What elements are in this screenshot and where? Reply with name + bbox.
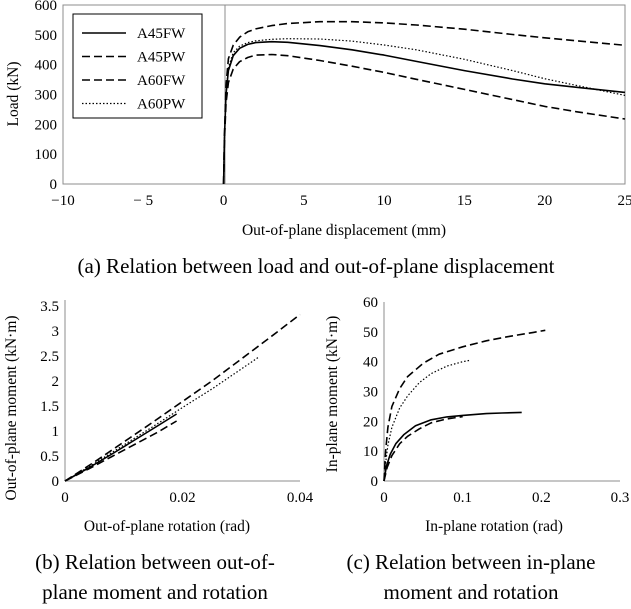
chart-b-series-a60fw <box>64 420 178 482</box>
chart-a-x-tick-label: 10 <box>377 193 392 209</box>
chart-a-x-label: Out-of-plane displacement (mm) <box>242 222 446 239</box>
chart-c-caption-line-2: moment and rotation <box>384 580 559 604</box>
chart-a-y-tick-label: 100 <box>35 147 58 163</box>
chart-b-series-a45fw <box>64 413 178 482</box>
legend-label-a45fw: A45FW <box>137 26 186 42</box>
chart-a-series-a45fw <box>222 40 626 185</box>
chart-a-x-tick-label: 5 <box>300 193 308 209</box>
chart-c-caption-line-1: (c) Relation between in-plane <box>347 550 596 574</box>
chart-c: 0 0.1 0.2 0.3 0 10 20 30 40 50 60 In-plane rotati… <box>324 295 629 604</box>
chart-b-x-ticks: 0 0.02 0.04 <box>61 490 313 506</box>
chart-a-x-tick-label: 25 <box>618 193 631 209</box>
chart-c-x-ticks: 0 0.1 0.2 0.3 <box>380 490 629 506</box>
legend-items: A45FW A45PW A60FW A60PW <box>82 26 186 113</box>
chart-c-y-tick-label: 20 <box>363 414 378 430</box>
chart-c-series <box>383 329 546 482</box>
chart-a-y-tick-label: 400 <box>35 58 58 74</box>
chart-b-caption-line-2: plane moment and rotation <box>42 580 268 604</box>
chart-a-x-tick-label: − 5 <box>133 193 153 209</box>
chart-a-y-tick-label: 500 <box>35 28 58 44</box>
chart-a-plot-area <box>62 4 626 185</box>
chart-b-x-tick-label: 0.02 <box>169 490 195 506</box>
chart-a-caption: (a) Relation between load and out-of-pla… <box>78 254 555 278</box>
chart-b-x-tick-label: 0.04 <box>287 490 314 506</box>
chart-a: −10 − 5 0 5 10 15 20 25 0 100 200 300 400 500 600 Out… <box>5 0 631 278</box>
chart-a-x-ticks: −10 − 5 0 5 10 15 20 25 <box>51 193 631 209</box>
chart-b-series <box>64 313 301 482</box>
chart-c-y-ticks: 0 10 20 30 40 50 60 <box>363 295 378 490</box>
chart-b: 0 0.02 0.04 0 0.5 1 1.5 2 2.5 3 3.5 Out-of-plane … <box>3 299 314 604</box>
chart-c-series-a45pw <box>383 329 546 482</box>
chart-b-series-a60pw <box>64 356 260 482</box>
chart-a-series-a45pw <box>222 20 626 185</box>
chart-b-y-label: Out-of-plane moment (kN·m) <box>3 315 20 500</box>
chart-b-x-label: Out-of-plane rotation (rad) <box>84 518 250 535</box>
chart-b-series-a45pw <box>64 313 301 482</box>
chart-a-x-tick-label: −10 <box>51 193 74 209</box>
chart-c-x-tick-label: 0.1 <box>453 490 472 506</box>
chart-b-y-tick-label: 1.5 <box>40 399 59 415</box>
chart-c-y-tick-label: 50 <box>363 325 378 341</box>
chart-c-x-tick-label: 0.3 <box>611 490 630 506</box>
chart-c-y-tick-label: 0 <box>371 474 379 490</box>
chart-c-y-tick-label: 40 <box>363 355 378 371</box>
chart-c-series-a45fw <box>383 411 522 482</box>
chart-b-y-tick-label: 0.5 <box>40 449 59 465</box>
chart-c-y-tick-label: 30 <box>363 385 378 401</box>
legend-box <box>72 13 203 119</box>
chart-c-y-tick-label: 60 <box>363 295 378 311</box>
chart-b-y-tick-label: 2 <box>52 374 60 390</box>
chart-a-series-a60pw <box>223 38 626 185</box>
chart-a-series <box>222 20 626 185</box>
chart-a-y-tick-label: 0 <box>50 177 58 193</box>
legend-label-a45pw: A45PW <box>137 50 186 66</box>
legend-label-a60pw: A60PW <box>137 97 186 113</box>
chart-b-caption-line-1: (b) Relation between out-of- <box>35 550 275 574</box>
chart-a-series-a60fw <box>222 53 626 185</box>
chart-c-x-label: In-plane rotation (rad) <box>425 518 563 535</box>
chart-b-y-tick-label: 3.5 <box>40 299 59 315</box>
chart-c-x-tick-label: 0.2 <box>532 490 551 506</box>
chart-a-x-tick-label: 0 <box>220 193 228 209</box>
chart-a-y-tick-label: 600 <box>35 0 58 14</box>
chart-b-x-tick-label: 0 <box>61 490 69 506</box>
chart-b-y-tick-label: 3 <box>52 324 60 340</box>
chart-a-x-tick-label: 15 <box>457 193 472 209</box>
chart-a-legend: A45FW A45PW A60FW A60PW <box>72 13 203 119</box>
chart-c-x-tick-label: 0 <box>380 490 388 506</box>
chart-a-x-tick-label: 20 <box>537 193 552 209</box>
chart-a-y-tick-label: 200 <box>35 117 58 133</box>
chart-b-y-ticks: 0 0.5 1 1.5 2 2.5 3 3.5 <box>40 299 59 490</box>
chart-a-y-label: Load (kN) <box>5 62 22 127</box>
chart-c-series-a60fw <box>383 415 463 482</box>
chart-a-y-ticks: 0 100 200 300 400 500 600 <box>35 0 58 193</box>
chart-c-y-tick-label: 10 <box>363 444 378 460</box>
chart-b-y-tick-label: 2.5 <box>40 349 59 365</box>
chart-a-y-tick-label: 300 <box>35 88 58 104</box>
chart-c-y-label: In-plane moment (kN·m) <box>324 316 341 473</box>
chart-b-y-tick-label: 0 <box>52 474 60 490</box>
chart-b-y-tick-label: 1 <box>52 424 60 440</box>
legend-label-a60fw: A60FW <box>137 73 186 89</box>
